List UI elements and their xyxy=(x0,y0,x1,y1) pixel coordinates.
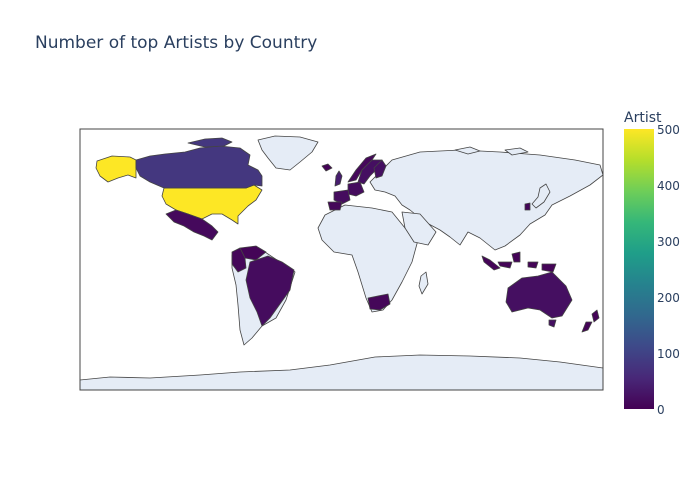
country-mexico[interactable] xyxy=(165,209,219,241)
country-spain[interactable] xyxy=(327,201,343,211)
land-arctic-islands xyxy=(454,146,529,156)
colorbar-tick-400: 400 xyxy=(657,179,680,193)
colorbar-title: Artist xyxy=(624,110,662,126)
country-colombia[interactable] xyxy=(231,247,247,273)
colorbar xyxy=(624,129,654,409)
country-germany[interactable] xyxy=(347,181,365,197)
country-united-kingdom[interactable] xyxy=(334,170,343,187)
country-new-zealand[interactable] xyxy=(581,309,600,333)
country-south-korea[interactable] xyxy=(524,202,531,211)
country-norway[interactable] xyxy=(347,153,377,183)
colorbar-tick-200: 200 xyxy=(657,291,680,305)
country-finland[interactable] xyxy=(373,159,387,179)
colorbar-tick-100: 100 xyxy=(657,347,680,361)
map-frame xyxy=(79,128,604,391)
country-brazil[interactable] xyxy=(245,255,295,327)
land-japan xyxy=(531,183,551,209)
colorbar-tick-0: 0 xyxy=(657,403,665,417)
country-indonesia[interactable] xyxy=(481,251,557,273)
land-antarctica xyxy=(80,354,603,390)
country-canada-arctic-islands[interactable] xyxy=(187,137,233,148)
chart-title: Number of top Artists by Country xyxy=(35,33,318,53)
country-australia[interactable] xyxy=(505,271,573,319)
colorbar-tick-500: 500 xyxy=(657,123,680,137)
land-eurasia xyxy=(369,149,603,251)
land-arabia xyxy=(401,211,437,246)
country-france[interactable] xyxy=(333,189,351,205)
country-south-africa[interactable] xyxy=(367,293,391,311)
country-iceland[interactable] xyxy=(321,163,333,172)
land-madagascar xyxy=(418,271,429,295)
colorbar-tick-300: 300 xyxy=(657,235,680,249)
country-united-states-alaska[interactable] xyxy=(95,155,137,183)
country-canada[interactable] xyxy=(135,145,263,189)
country-australia-tasmania[interactable] xyxy=(548,319,557,328)
land-africa xyxy=(317,204,419,313)
land-greenland xyxy=(257,135,319,171)
